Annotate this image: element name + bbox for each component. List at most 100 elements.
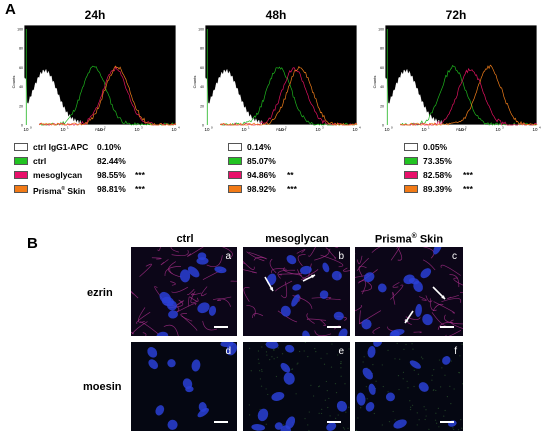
nucleus: [338, 328, 348, 336]
ezrin-filament: [138, 307, 146, 323]
moesin-speckle: [314, 347, 316, 350]
ezrin-filament: [206, 255, 223, 268]
ezrin-filament: [280, 281, 288, 299]
moesin-speckle: [344, 383, 346, 385]
nucleus: [393, 419, 407, 429]
moesin-speckle: [402, 378, 404, 380]
moesin-speckle: [275, 375, 277, 378]
nucleus: [208, 305, 217, 316]
moesin-speckle: [295, 393, 297, 395]
panel-a-letter: A: [5, 1, 16, 18]
nucleus: [442, 356, 451, 365]
nucleus: [155, 405, 165, 416]
x-tick-label: 10: [421, 127, 427, 132]
nucleus: [333, 311, 344, 321]
moesin-speckle: [345, 411, 347, 413]
x-tick-label: 10: [278, 127, 284, 132]
ezrin-filament: [243, 262, 246, 264]
nucleus: [319, 290, 329, 299]
moesin-speckle: [342, 427, 345, 429]
y-tick-label: 80: [19, 47, 23, 51]
ezrin-filament: [431, 312, 447, 327]
legend-row: mesoglycan 98.55% ***: [14, 169, 184, 181]
moesin-speckle: [340, 375, 342, 377]
legend-value: 82.58%: [423, 170, 452, 180]
moesin-speckle: [363, 356, 365, 358]
x-tick-exponent: 3: [141, 126, 143, 130]
moesin-speckle: [312, 395, 315, 397]
moesin-speckle: [422, 358, 424, 360]
timepoint-title-24h: 24h: [84, 8, 106, 22]
y-tick-label: 20: [380, 104, 384, 108]
y-tick-label: 40: [380, 85, 384, 89]
moesin-speckle: [388, 421, 391, 423]
moesin-speckle: [310, 384, 312, 386]
nucleus: [285, 416, 296, 430]
ezrin-filament: [450, 319, 463, 329]
legend-72h: 0.05% 73.35% 82.58% *** 89.39% ***: [404, 141, 544, 201]
histogram-isotype: [23, 68, 82, 126]
timepoint-title-48h: 48h: [265, 8, 287, 22]
nucleus: [191, 359, 201, 372]
nucleus: [356, 392, 366, 406]
moesin-speckle: [458, 371, 460, 374]
moesin-speckle: [394, 419, 396, 421]
x-tick-label: 10: [352, 127, 358, 132]
histogram-mesoglycan-curve: [400, 67, 538, 126]
ezrin-filament: [277, 310, 298, 323]
nucleus: [389, 330, 400, 336]
nucleus: [363, 272, 375, 283]
nucleus: [182, 378, 193, 390]
y-tick-label: 100: [198, 28, 204, 32]
ezrin-filament: [308, 263, 312, 277]
moesin-speckle: [347, 427, 349, 429]
x-axis-label: FL4-H: [456, 128, 466, 132]
moesin-speckle: [308, 411, 310, 413]
ezrin-filament: [170, 281, 176, 286]
legend-swatch: [404, 171, 418, 179]
arrow-icon: [264, 276, 274, 292]
x-tick-label: 10: [532, 127, 538, 132]
ezrin-filament: [160, 259, 169, 266]
ezrin-filament: [157, 247, 161, 252]
moesin-speckle: [397, 374, 400, 377]
ezrin-filament: [334, 247, 339, 249]
x-tick-exponent: 1: [428, 126, 430, 130]
ezrin-filament: [326, 298, 341, 301]
moesin-speckle: [335, 392, 338, 394]
ezrin-filament: [142, 332, 147, 336]
ezrin-filament: [359, 310, 361, 324]
moesin-speckle: [413, 385, 415, 388]
ezrin-filament: [447, 295, 459, 299]
ezrin-filament: [175, 302, 197, 313]
legend-swatch: [14, 185, 28, 193]
legend-24h: ctrl IgG1-APC 0.10% ctrl 82.44% mesoglycan 98…: [14, 141, 184, 201]
nucleus: [147, 347, 158, 358]
x-tick-exponent: 1: [248, 126, 250, 130]
ezrin-filament: [248, 252, 268, 260]
tile-letter: a: [225, 251, 231, 262]
moesin-speckle: [399, 358, 401, 360]
histogram-isotype: [384, 68, 443, 126]
ezrin-filament: [275, 280, 293, 292]
nucleus: [286, 255, 297, 265]
legend-row: 82.58% ***: [404, 169, 544, 181]
moesin-speckle: [299, 350, 301, 353]
ezrin-filament: [444, 314, 463, 325]
moesin-speckle: [424, 418, 426, 421]
moesin-speckle: [407, 387, 409, 389]
moesin-speckle: [265, 388, 267, 390]
nucleus: [197, 302, 210, 314]
nucleus: [280, 362, 291, 373]
ezrin-filament: [372, 326, 381, 334]
tile-letter: c: [452, 251, 457, 262]
histogram-isotype: [204, 68, 263, 126]
ezrin-filament: [297, 254, 306, 267]
moesin-speckle: [320, 357, 322, 359]
moesin-speckle: [250, 370, 252, 372]
moesin-speckle: [428, 428, 430, 430]
column-header-mesoglycan: mesoglycan: [265, 233, 329, 245]
ezrin-filament: [311, 297, 332, 299]
